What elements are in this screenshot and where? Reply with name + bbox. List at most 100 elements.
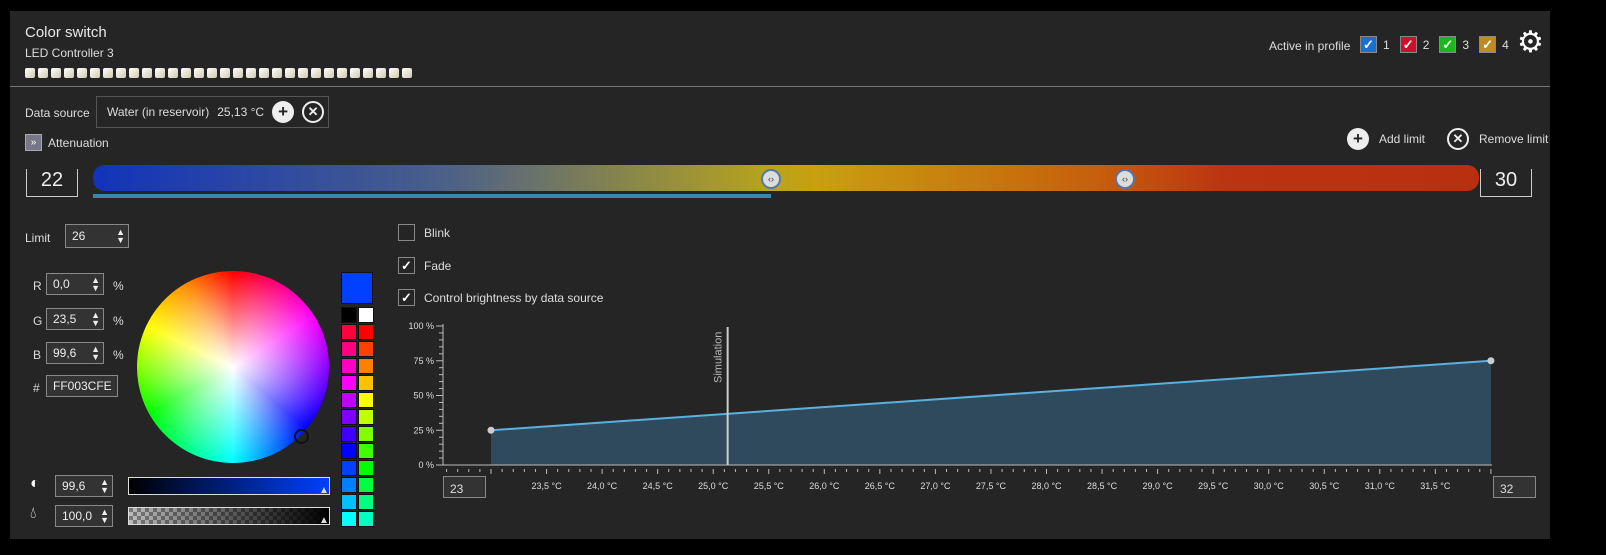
stepper-arrows-icon[interactable]: ▲ ▼ [100, 507, 109, 525]
check-icon[interactable]: ✓ [1439, 36, 1457, 53]
color-swatch[interactable] [358, 409, 374, 425]
brightness-slider[interactable] [128, 477, 330, 495]
check-icon[interactable]: ✓ [1360, 36, 1377, 53]
opacity-slider[interactable] [128, 507, 330, 525]
opacity-stepper[interactable]: 100,0 ▲ ▼ [55, 505, 113, 527]
check-icon[interactable]: ✓ [1399, 36, 1417, 53]
color-swatch[interactable] [358, 307, 374, 323]
x-tick-label: 29,5 °C [1198, 481, 1229, 491]
profile-checkbox-4[interactable]: ✓ 4 [1479, 36, 1509, 53]
x-tick-label: 24,0 °C [587, 481, 618, 491]
x-tick-label: 28,0 °C [1031, 481, 1062, 491]
color-swatch[interactable] [358, 341, 374, 357]
x-tick-label: 25,0 °C [698, 481, 729, 491]
brightness-by-source-checkbox[interactable]: ✓ Control brightness by data source [398, 289, 603, 306]
color-swatch[interactable] [341, 358, 357, 374]
led [272, 68, 282, 78]
hex-input[interactable]: FF003CFE [46, 375, 118, 397]
check-icon[interactable]: ✓ [398, 257, 415, 274]
color-swatch[interactable] [341, 460, 357, 476]
color-swatch[interactable] [341, 409, 357, 425]
max-limit-input[interactable]: 30 [1480, 169, 1532, 197]
data-source-box[interactable]: Water (in reservoir) 25,13 °C + ✕ [96, 96, 329, 128]
check-icon[interactable]: ✓ [398, 289, 415, 306]
color-swatch[interactable] [358, 426, 374, 442]
data-source-label: Data source [25, 106, 90, 120]
checkbox-box[interactable] [398, 224, 415, 241]
color-swatch[interactable] [341, 324, 357, 340]
stepper-arrows-icon[interactable]: ▲ ▼ [91, 275, 100, 293]
led [207, 68, 217, 78]
fade-checkbox[interactable]: ✓ Fade [398, 257, 451, 274]
remove-limit-button[interactable]: ✕ Remove limit [1447, 128, 1548, 150]
brightness-stepper[interactable]: 99,6 ▲ ▼ [55, 475, 113, 497]
profile-label: 4 [1502, 37, 1509, 52]
attenuation-toggle-chevron-icon[interactable]: » [25, 134, 42, 151]
color-swatch[interactable] [341, 477, 357, 493]
led [103, 68, 113, 78]
slider-thumb[interactable]: ▲ [319, 485, 329, 496]
curve-point [487, 426, 495, 434]
fade-label: Fade [424, 258, 452, 273]
color-swatch[interactable] [358, 358, 374, 374]
color-swatch[interactable] [358, 324, 374, 340]
red-stepper[interactable]: 0,0 ▲ ▼ [46, 273, 104, 295]
color-swatch[interactable] [341, 494, 357, 510]
green-stepper[interactable]: 23,5 ▲ ▼ [46, 308, 104, 330]
add-source-icon[interactable]: + [272, 101, 295, 123]
min-limit-input[interactable]: 22 [26, 169, 78, 197]
stepper-arrows-icon[interactable]: ▲ ▼ [91, 344, 100, 362]
color-swatch[interactable] [341, 307, 357, 323]
add-limit-button[interactable]: + Add limit [1347, 128, 1425, 150]
led [129, 68, 139, 78]
color-gradient-bar[interactable] [93, 165, 1479, 191]
color-swatch[interactable] [358, 392, 374, 408]
stepper-arrows-icon[interactable]: ▲ ▼ [116, 227, 125, 245]
stepper-arrows-icon[interactable]: ▲ ▼ [100, 477, 109, 495]
limit-handle[interactable]: ‹› [761, 169, 781, 189]
check-icon[interactable]: ✓ [1479, 36, 1497, 53]
limit-stepper[interactable]: 26 ▲ ▼ [65, 224, 129, 248]
color-picker-marker[interactable] [294, 429, 309, 444]
color-swatch[interactable] [358, 494, 374, 510]
settings-gear-icon[interactable]: ⚙ [1517, 26, 1544, 59]
led [233, 68, 243, 78]
led [77, 68, 87, 78]
color-swatch[interactable] [358, 477, 374, 493]
chart-min-input[interactable]: 23 [443, 476, 486, 498]
attenuation-label: Attenuation [48, 136, 109, 150]
color-swatch[interactable] [341, 443, 357, 459]
led [298, 68, 308, 78]
profile-checkbox-1[interactable]: ✓ 1 [1360, 36, 1390, 53]
remove-source-icon[interactable]: ✕ [302, 101, 325, 123]
profile-checkbox-3[interactable]: ✓ 3 [1439, 36, 1469, 53]
led [363, 68, 373, 78]
close-circle-icon: ✕ [1447, 128, 1469, 150]
led [194, 68, 204, 78]
profile-checkbox-2[interactable]: ✓ 2 [1399, 36, 1429, 53]
limit-handle[interactable]: ‹› [1115, 169, 1135, 189]
color-swatch[interactable] [341, 511, 357, 527]
led [155, 68, 165, 78]
slider-thumb[interactable]: ▲ [319, 515, 329, 526]
color-swatch[interactable] [358, 375, 374, 391]
led [142, 68, 152, 78]
color-swatch[interactable] [358, 460, 374, 476]
y-tick-label: 50 % [413, 391, 434, 401]
blue-stepper[interactable]: 99,6 ▲ ▼ [46, 342, 104, 364]
color-swatch[interactable] [341, 341, 357, 357]
led [402, 68, 412, 78]
green-value: 23,5 [53, 312, 77, 326]
brightness-curve-chart[interactable]: 0 % 25 % 50 % 75 % 100 % 23,5 °C 24,0 °C 24,5 °… [10, 11, 1550, 539]
chart-max-input[interactable]: 32 [1493, 476, 1536, 498]
g-label: G [33, 314, 43, 328]
data-source-name: Water (in reservoir) [107, 105, 210, 119]
color-swatch[interactable] [341, 392, 357, 408]
led [337, 68, 347, 78]
color-swatch[interactable] [341, 375, 357, 391]
blink-checkbox[interactable]: Blink [398, 224, 450, 241]
color-swatch[interactable] [358, 511, 374, 527]
color-swatch[interactable] [341, 426, 357, 442]
color-swatch[interactable] [358, 443, 374, 459]
stepper-arrows-icon[interactable]: ▲ ▼ [91, 310, 100, 328]
